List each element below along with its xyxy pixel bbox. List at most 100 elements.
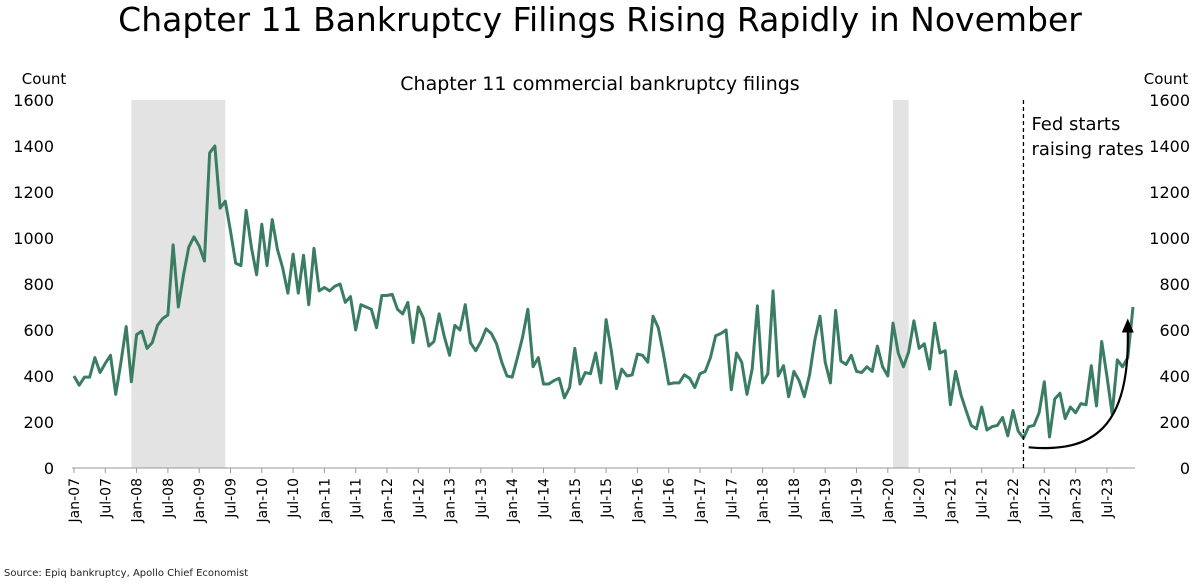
- data-point: [688, 377, 691, 380]
- data-point: [469, 341, 472, 344]
- data-point: [938, 352, 941, 355]
- x-tick-label: Jan-10: [255, 478, 271, 523]
- data-point: [229, 230, 232, 233]
- data-point: [886, 375, 889, 378]
- data-point: [104, 362, 107, 365]
- x-tick-label: Jan-18: [756, 478, 772, 523]
- data-point: [417, 306, 420, 309]
- data-point: [453, 324, 456, 327]
- recession-band-2: [893, 100, 909, 468]
- data-point: [1079, 402, 1082, 405]
- data-point: [949, 403, 952, 406]
- y-tick-left: 1000: [13, 229, 54, 248]
- data-point: [834, 309, 837, 312]
- data-point: [1017, 430, 1020, 433]
- data-point: [865, 365, 868, 368]
- data-point: [255, 273, 258, 276]
- data-point: [1032, 424, 1035, 427]
- data-point: [260, 223, 263, 226]
- data-point: [965, 409, 968, 412]
- data-point: [526, 308, 529, 311]
- data-point: [803, 395, 806, 398]
- data-point: [495, 342, 498, 345]
- data-point: [1074, 411, 1077, 414]
- data-point: [73, 375, 76, 378]
- x-tick-label: Jan-22: [1006, 478, 1022, 523]
- data-point: [1064, 417, 1067, 420]
- data-point: [328, 289, 331, 292]
- source-note: Source: Epiq bankruptcy, Apollo Chief Ec…: [4, 568, 249, 579]
- fed-annotation-text: raising rates: [1031, 139, 1143, 160]
- x-tick-label: Jul-22: [1037, 478, 1053, 519]
- data-point: [88, 376, 91, 379]
- data-point: [584, 371, 587, 374]
- series-line-chapter-11-filings: [72, 144, 1135, 440]
- data-point: [714, 334, 717, 337]
- data-point: [959, 393, 962, 396]
- data-point: [443, 335, 446, 338]
- data-point: [667, 383, 670, 386]
- data-point: [130, 380, 133, 383]
- fed-annotation-text: Fed starts: [1031, 114, 1120, 135]
- data-point: [391, 293, 394, 296]
- data-point: [761, 381, 764, 384]
- y-tick-right: 400: [1159, 367, 1190, 386]
- y-tick-left: 1400: [13, 137, 54, 156]
- data-point: [422, 317, 425, 320]
- data-point: [813, 339, 816, 342]
- data-point: [1132, 306, 1135, 309]
- x-tick-label: Jul-19: [850, 478, 866, 519]
- x-tick-label: Jul-11: [349, 478, 365, 519]
- data-point: [1053, 398, 1056, 401]
- data-point: [151, 341, 154, 344]
- data-point: [552, 379, 555, 382]
- y-tick-right: 800: [1159, 275, 1190, 294]
- data-point: [579, 383, 582, 386]
- x-tick-label: Jan-16: [630, 478, 646, 524]
- x-tick-label: Jan-20: [881, 478, 897, 523]
- data-point: [1006, 434, 1009, 437]
- recession-bands: [131, 100, 909, 468]
- data-point: [459, 329, 462, 332]
- data-point: [500, 361, 503, 364]
- data-point: [323, 286, 326, 289]
- y-tick-right: 1400: [1149, 137, 1190, 156]
- data-point: [693, 386, 696, 389]
- data-point: [839, 360, 842, 363]
- data-point: [1043, 380, 1046, 383]
- data-point: [912, 319, 915, 322]
- data-point: [1069, 406, 1072, 409]
- data-point: [918, 347, 921, 350]
- data-point: [281, 266, 284, 269]
- data-point: [432, 340, 435, 343]
- data-point: [740, 361, 743, 364]
- data-point: [751, 368, 754, 371]
- data-point: [276, 248, 279, 251]
- data-point: [1038, 411, 1041, 414]
- data-point: [808, 373, 811, 376]
- y-tick-right: 600: [1159, 321, 1190, 340]
- data-point: [594, 352, 597, 355]
- data-point: [980, 406, 983, 409]
- data-point: [699, 372, 702, 375]
- x-tick-label: Jul-17: [724, 478, 740, 519]
- data-point: [99, 371, 102, 374]
- data-point: [845, 363, 848, 366]
- data-point: [542, 383, 545, 386]
- data-point: [365, 306, 368, 309]
- trend-arrow-head: [1121, 318, 1134, 333]
- data-point: [135, 333, 138, 336]
- y-tick-left: 0: [44, 459, 54, 478]
- y-tick-left: 600: [23, 321, 54, 340]
- data-point: [876, 345, 879, 348]
- x-tick-label: Jan-12: [380, 478, 396, 523]
- data-point: [818, 315, 821, 318]
- data-point: [568, 386, 571, 389]
- data-point: [521, 335, 524, 338]
- y-tick-left: 400: [23, 367, 54, 386]
- y-axis-label-left: Count: [22, 70, 67, 88]
- data-point: [464, 303, 467, 306]
- data-point: [344, 301, 347, 304]
- x-tick-label: Jan-13: [443, 478, 459, 523]
- trend-arrow: [1028, 332, 1129, 450]
